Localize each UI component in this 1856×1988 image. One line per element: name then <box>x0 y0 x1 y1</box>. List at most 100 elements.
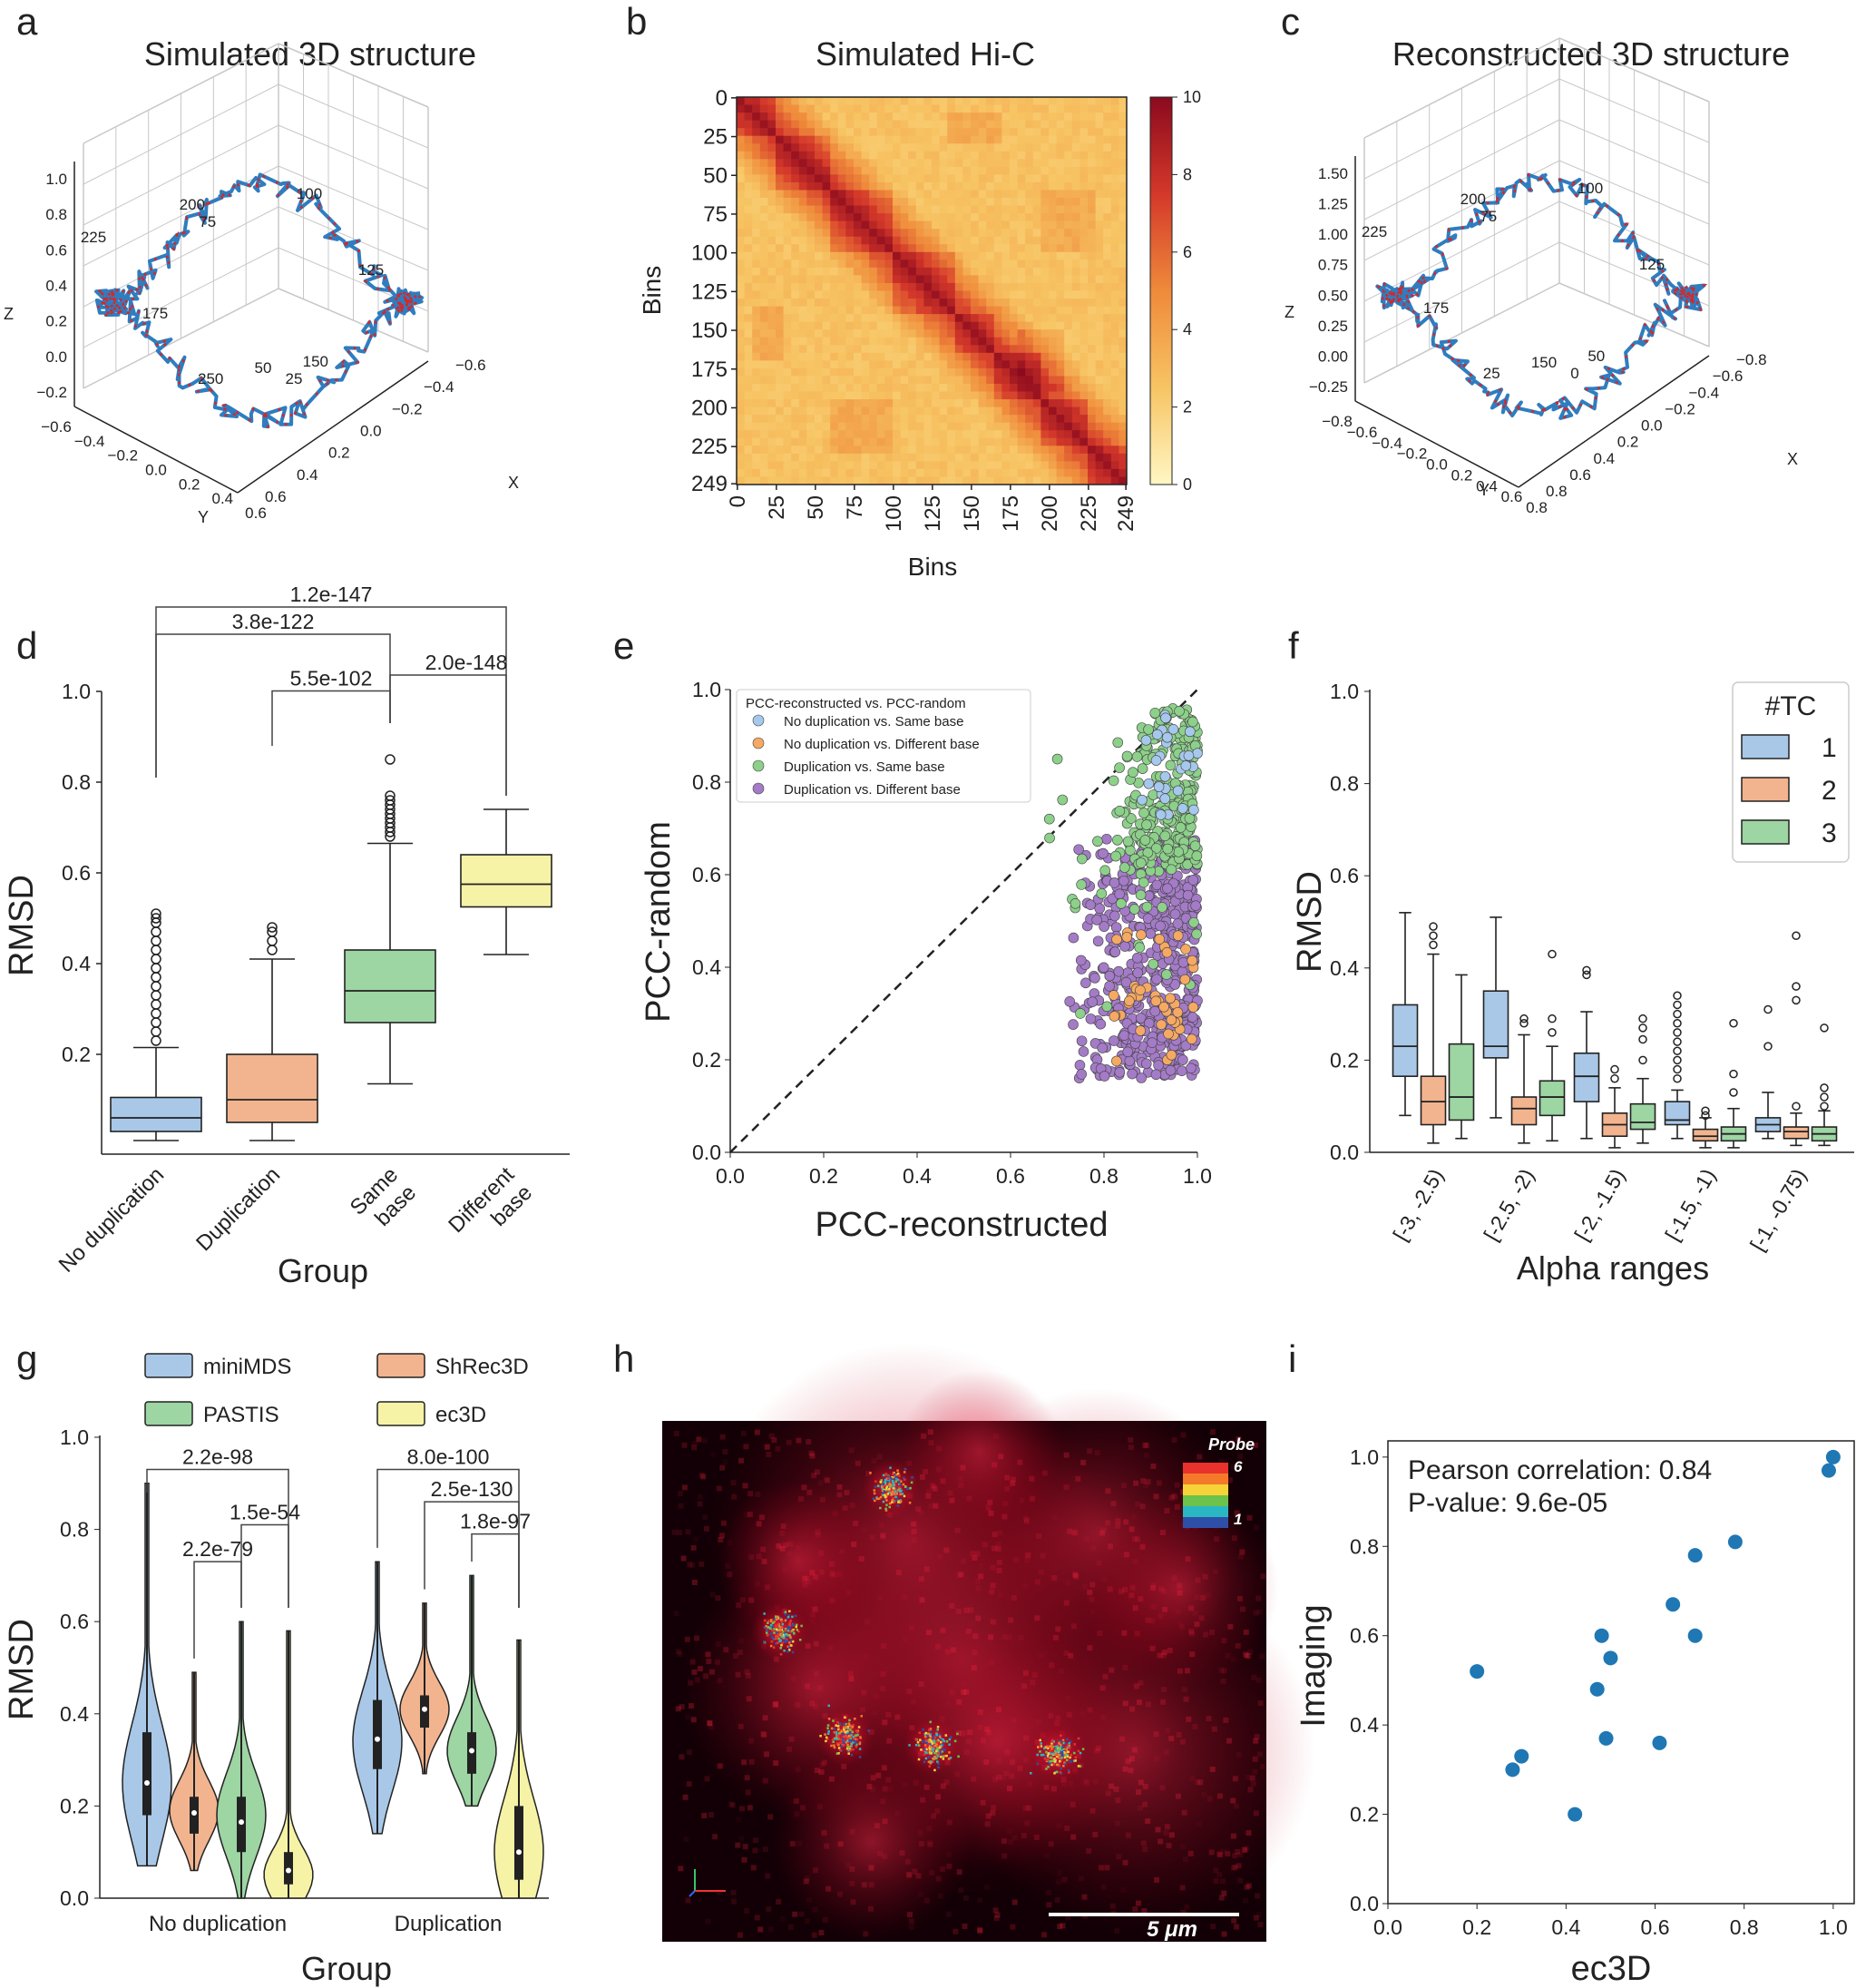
heatmap-cell <box>737 244 746 253</box>
heatmap-cell <box>1064 251 1073 260</box>
noise-pixel <box>708 1812 714 1818</box>
heatmap-cell <box>861 166 870 175</box>
probe-pixel <box>889 1484 893 1486</box>
heatmap-cell <box>737 337 746 346</box>
heatmap-cell <box>876 282 885 291</box>
heatmap-cell <box>876 321 885 330</box>
box-group-3-tc3 <box>1629 1014 1656 1144</box>
noise-pixel <box>1097 1631 1103 1637</box>
heatmap-cell <box>932 321 941 330</box>
heatmap-cell <box>954 437 963 446</box>
heatmap-cell <box>884 260 894 269</box>
scatter-point <box>1114 888 1125 900</box>
heatmap-cell <box>837 406 846 416</box>
x-tick-label: 0.6 <box>996 1164 1025 1188</box>
heatmap-cell <box>932 406 941 416</box>
noise-pixel <box>698 1561 705 1567</box>
heatmap-cell <box>798 422 807 431</box>
heatmap-cell <box>876 220 885 230</box>
heatmap-cell <box>923 244 933 253</box>
box-group-4-tc3 <box>1720 1019 1747 1149</box>
noise-pixel <box>685 1897 691 1904</box>
heatmap-cell <box>791 159 800 168</box>
heatmap-cell <box>822 267 831 276</box>
heatmap-cell <box>1095 406 1104 416</box>
heatmap-cell <box>884 174 894 183</box>
noise-pixel <box>1094 1748 1100 1754</box>
heatmap-cell <box>932 174 941 183</box>
heatmap-cell <box>923 120 933 129</box>
heatmap-cell <box>759 104 768 113</box>
noise-pixel <box>877 1850 884 1856</box>
heatmap-cell <box>854 345 863 354</box>
heatmap-cell <box>1110 415 1119 424</box>
heatmap-cell <box>861 306 870 315</box>
scatter-point <box>1116 898 1127 909</box>
heatmap-cell <box>971 244 980 253</box>
noise-pixel <box>895 1570 902 1576</box>
significance-label: 2.2e-79 <box>182 1537 253 1561</box>
heatmap-cell <box>939 275 948 284</box>
heatmap-cell <box>830 422 839 431</box>
noise-pixel <box>880 1533 886 1539</box>
heatmap-cell <box>1025 159 1034 168</box>
heatmap-cell <box>1118 104 1128 113</box>
heatmap-cell <box>767 97 777 106</box>
noise-pixel <box>1206 1592 1212 1599</box>
heatmap-cell <box>1001 383 1011 393</box>
heatmap-cell <box>1079 306 1089 315</box>
heatmap-cell <box>1079 290 1089 299</box>
heatmap-cell <box>1010 290 1019 299</box>
heatmap-cell <box>954 174 963 183</box>
heatmap-cell <box>1010 329 1019 338</box>
outlier-point <box>1429 931 1438 940</box>
heatmap-cell <box>861 190 870 199</box>
noise-pixel <box>768 1433 775 1439</box>
heatmap-cell <box>884 113 894 122</box>
heatmap-cell <box>893 299 902 308</box>
heatmap-cell <box>908 446 917 455</box>
noise-pixel <box>1065 1914 1071 1920</box>
axis-line-x <box>237 360 429 494</box>
heatmap-cell <box>986 461 995 470</box>
noise-pixel <box>1048 1841 1054 1847</box>
heatmap-cell <box>900 314 909 323</box>
probe-pixel <box>884 1493 886 1496</box>
heatmap-cell <box>1103 104 1112 113</box>
heatmap-cell <box>1110 166 1119 175</box>
heatmap-cell <box>932 352 941 361</box>
heatmap-cell <box>759 415 768 424</box>
heatmap-cell <box>1040 314 1050 323</box>
noise-pixel <box>935 1466 942 1473</box>
heatmap-cell <box>744 104 753 113</box>
heatmap-cell <box>869 306 878 315</box>
heatmap-cell <box>759 198 768 207</box>
heatmap-cell <box>1049 97 1058 106</box>
heatmap-cell <box>815 306 824 315</box>
heatmap-cell <box>1110 329 1119 338</box>
noise-pixel <box>764 1444 770 1450</box>
heatmap-cell <box>744 236 753 245</box>
noise-pixel <box>848 1676 855 1682</box>
heatmap-cell <box>1118 406 1128 416</box>
noise-pixel <box>709 1451 716 1457</box>
noise-pixel <box>1010 1476 1016 1483</box>
noise-pixel <box>1065 1580 1071 1586</box>
noise-pixel <box>1132 1558 1138 1564</box>
heatmap-cell <box>845 174 855 183</box>
heatmap-cell <box>1064 166 1073 175</box>
heatmap-cell <box>752 244 761 253</box>
heatmap-cell <box>1110 345 1119 354</box>
scatter-point <box>1131 751 1143 762</box>
noise-pixel <box>727 1540 733 1546</box>
heatmap-cell <box>993 468 1002 477</box>
noise-pixel <box>738 1638 744 1644</box>
heatmap-cell <box>1071 383 1080 393</box>
noise-pixel <box>981 1738 987 1744</box>
noise-pixel <box>786 1551 793 1557</box>
heatmap-cell <box>783 468 792 477</box>
heatmap-cell <box>767 306 777 315</box>
panel-a-xlabel: X <box>508 474 519 492</box>
heatmap-cell <box>900 345 909 354</box>
heatmap-cell <box>869 468 878 477</box>
